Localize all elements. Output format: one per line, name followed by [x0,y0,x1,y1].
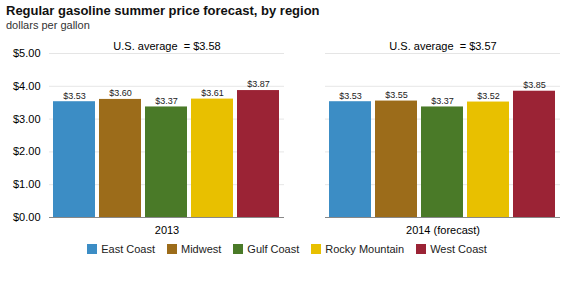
svg-text:$3.87: $3.87 [247,79,270,89]
svg-text:$3.52: $3.52 [477,91,500,101]
svg-text:$3.37: $3.37 [431,96,454,106]
svg-text:U.S. average = $3.58: U.S. average = $3.58 [113,40,220,52]
svg-text:$3.53: $3.53 [63,91,86,101]
svg-text:$3.55: $3.55 [385,90,408,100]
html-text:Midwest: Midwest [181,243,222,255]
svg-text:$3.37: $3.37 [155,96,178,106]
svg-text:2013: 2013 [155,224,179,236]
svg-text:2014 (forecast): 2014 (forecast) [406,224,480,236]
svg-text:$5.00: $5.00 [13,47,41,59]
svg-text:$0.00: $0.00 [13,211,41,223]
svg-text:$4.00: $4.00 [13,80,41,92]
svg-text:$3.00: $3.00 [13,113,41,125]
html-text:East Coast: East Coast [101,243,155,255]
html-text:dollars per gallon: dollars per gallon [6,19,90,31]
html-text:West Coast: West Coast [430,243,487,255]
svg-text:$3.60: $3.60 [109,88,132,98]
html-text:Rocky Mountain: Rocky Mountain [325,243,405,255]
svg-text:U.S. average = $3.57: U.S. average = $3.57 [389,40,496,52]
svg-text:$3.53: $3.53 [339,91,362,101]
svg-text:$3.61: $3.61 [201,88,224,98]
svg-text:$2.00: $2.00 [13,145,41,157]
svg-text:$3.85: $3.85 [523,80,546,90]
html-text:Regular gasoline summer price: Regular gasoline summer price forecast, … [6,3,320,18]
svg-text:$1.00: $1.00 [13,178,41,190]
html-text:Gulf Coast: Gulf Coast [247,243,300,255]
